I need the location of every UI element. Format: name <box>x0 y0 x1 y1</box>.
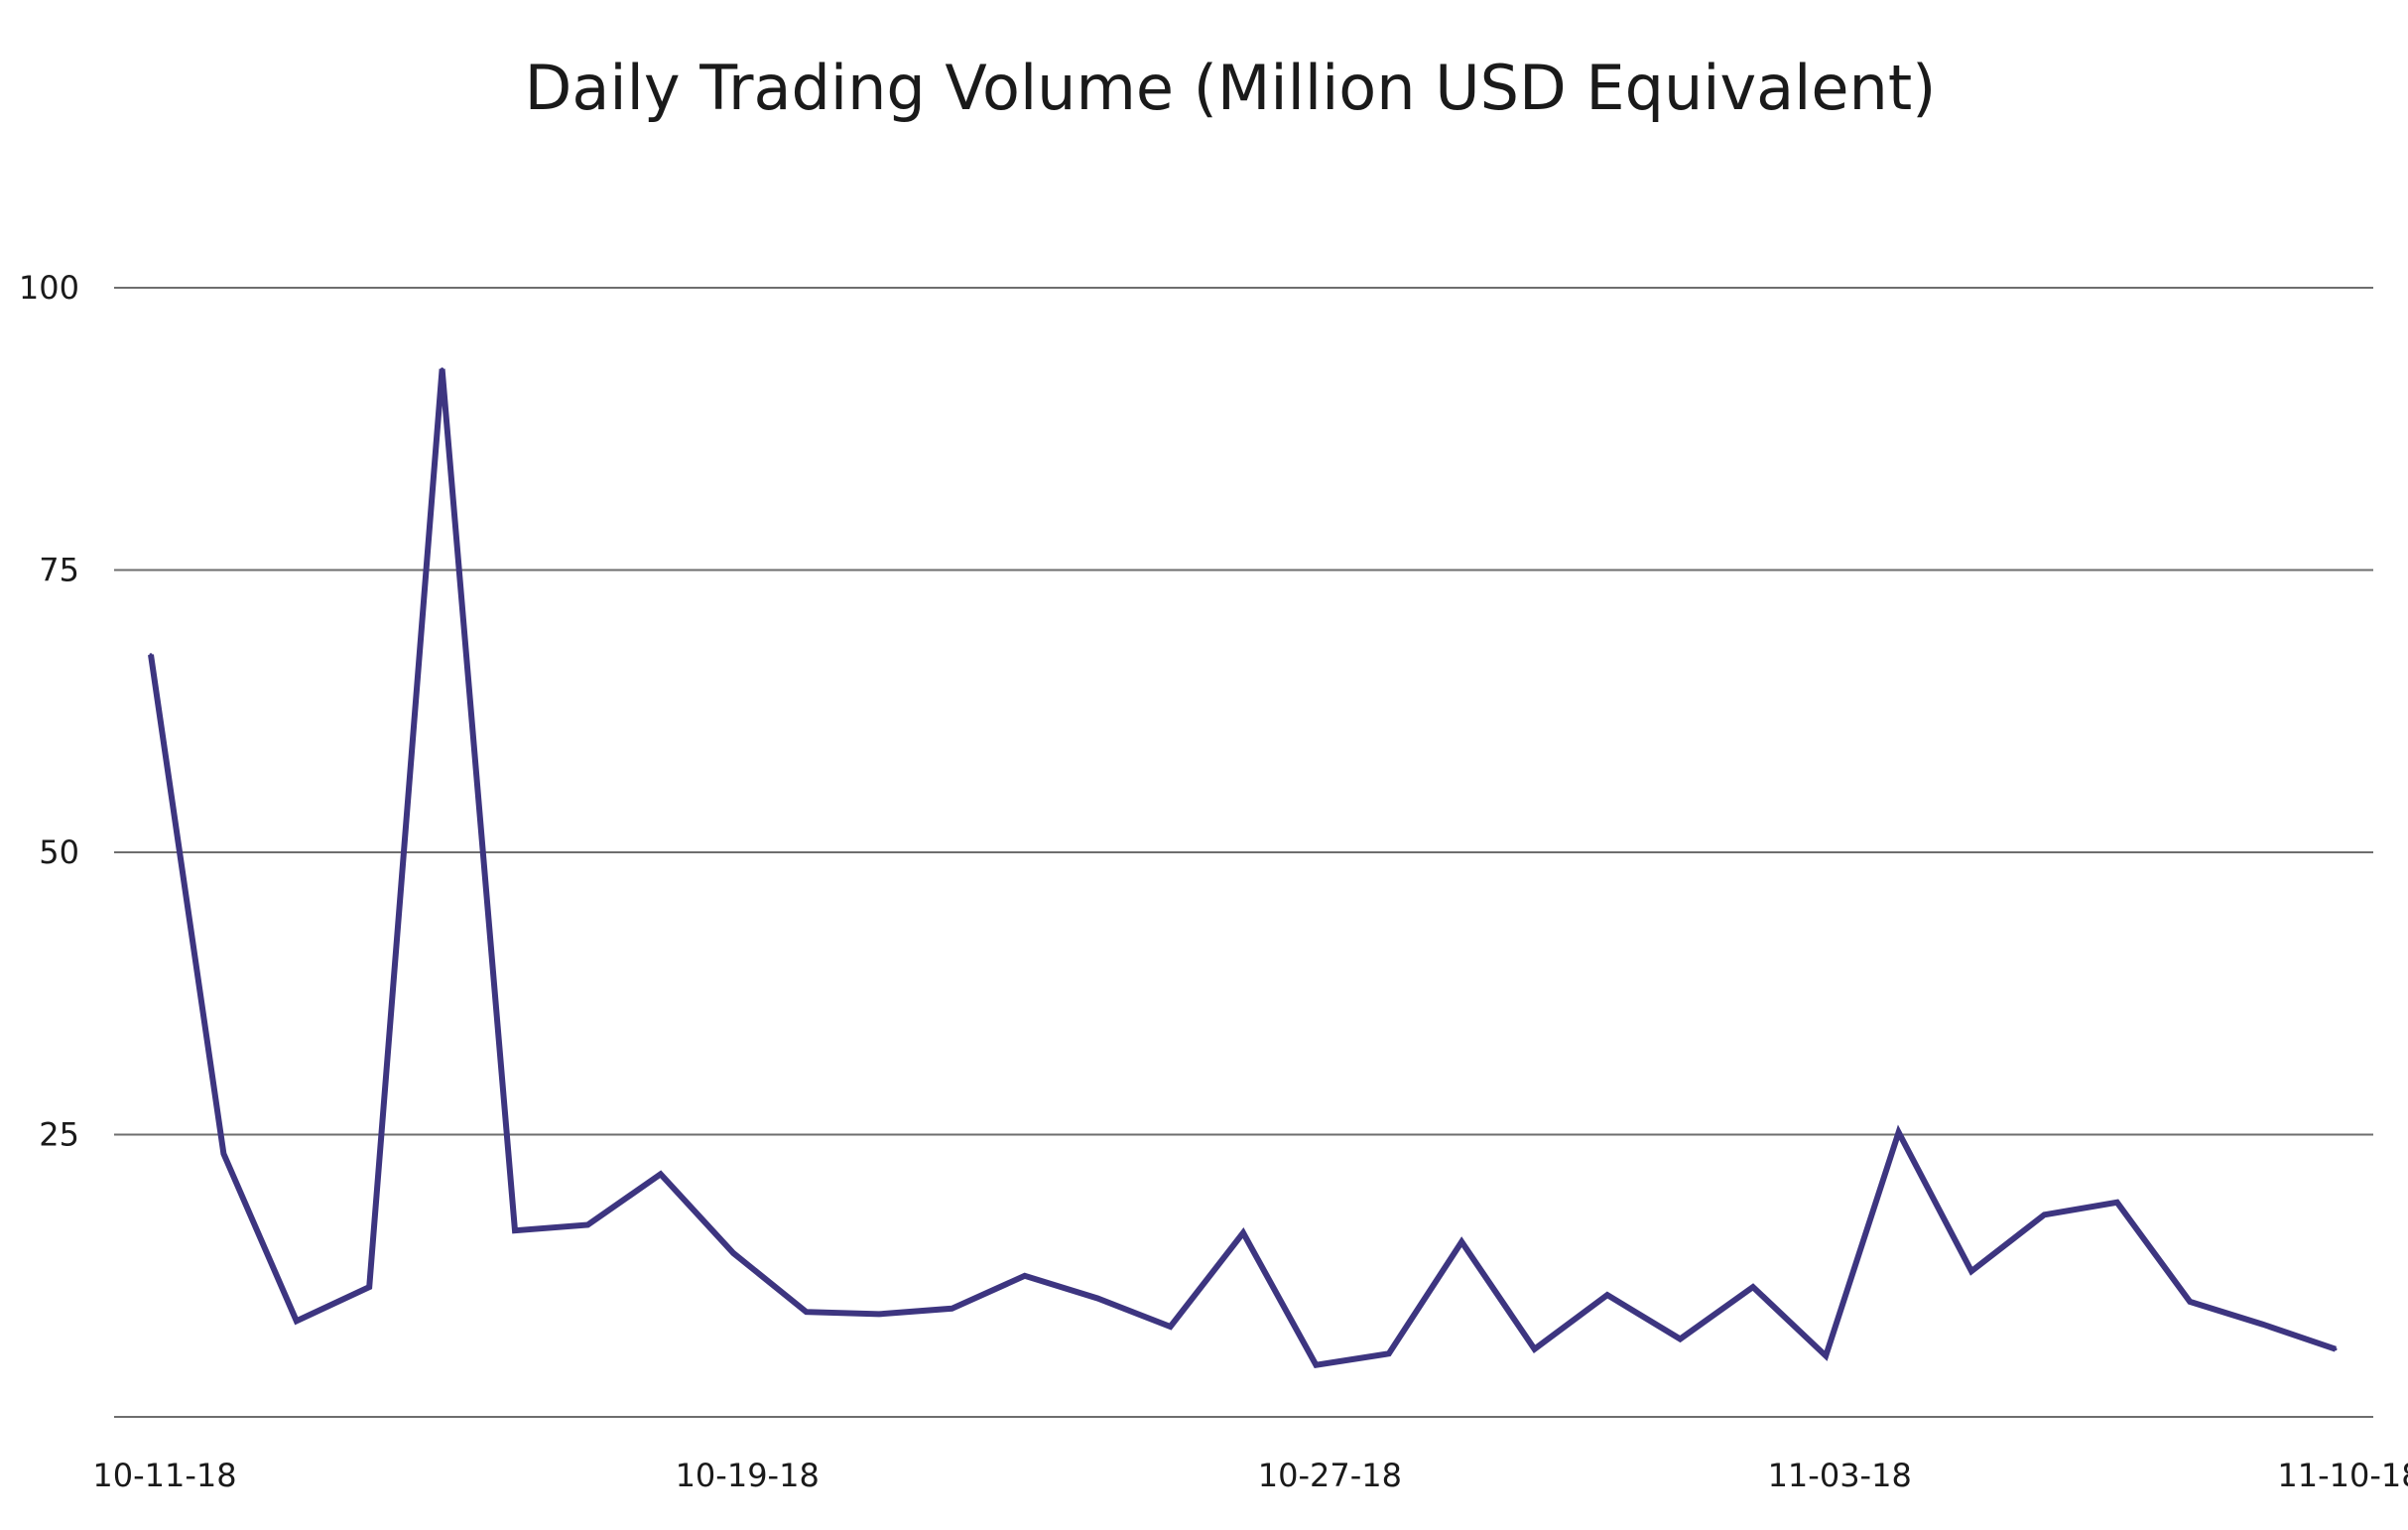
data-point <box>731 1251 735 1255</box>
gridlines <box>114 287 2373 1418</box>
data-point <box>2115 1201 2119 1205</box>
data-point <box>2188 1300 2192 1304</box>
data-point <box>805 1310 809 1314</box>
data-point <box>2042 1212 2046 1216</box>
x-tick-label: 11-03-18 <box>1768 1457 1912 1494</box>
y-tick-label: 50 <box>39 833 79 871</box>
data-point <box>1459 1240 1463 1244</box>
data-point <box>221 1152 225 1156</box>
y-tick-label: 25 <box>39 1116 79 1154</box>
data-point <box>1678 1338 1682 1340</box>
x-axis-ticks: 10-11-18 10-19-18 10-27-18 11-03-18 11-10-18 <box>92 1457 2408 1494</box>
data-point <box>441 367 444 371</box>
data-point <box>1897 1130 1901 1134</box>
data-point <box>877 1312 881 1316</box>
series-line <box>148 368 2337 1368</box>
data-point <box>2334 1347 2338 1351</box>
chart-title: Daily Trading Volume (Million USD Equiva… <box>525 52 1937 124</box>
x-tick-label: 10-19-18 <box>676 1457 820 1494</box>
data-point <box>659 1172 663 1176</box>
data-point <box>1241 1231 1245 1234</box>
data-point <box>149 653 153 657</box>
data-point <box>1314 1363 1318 1367</box>
x-tick-label: 10-11-18 <box>92 1457 236 1494</box>
y-tick-label: 100 <box>19 269 79 307</box>
data-point <box>1824 1354 1828 1357</box>
data-point <box>1969 1269 1973 1273</box>
data-point <box>2261 1323 2265 1327</box>
data-point <box>1023 1274 1027 1278</box>
data-point <box>1533 1347 1537 1351</box>
y-tick-label: 75 <box>39 552 79 589</box>
series-layer <box>148 367 2338 1368</box>
data-point <box>1751 1285 1755 1289</box>
x-tick-label: 10-27-18 <box>1258 1457 1402 1494</box>
data-point <box>1095 1297 1099 1300</box>
data-point <box>1169 1325 1173 1329</box>
x-tick-label: 11-10-18 <box>2277 1457 2408 1494</box>
y-axis-ticks: 25 50 75 100 <box>19 269 79 1154</box>
data-point <box>950 1307 953 1311</box>
data-point <box>585 1223 589 1226</box>
data-point <box>1387 1351 1391 1355</box>
data-point <box>295 1319 299 1323</box>
data-point <box>513 1228 517 1232</box>
data-point <box>1605 1293 1609 1297</box>
data-point <box>367 1285 371 1289</box>
